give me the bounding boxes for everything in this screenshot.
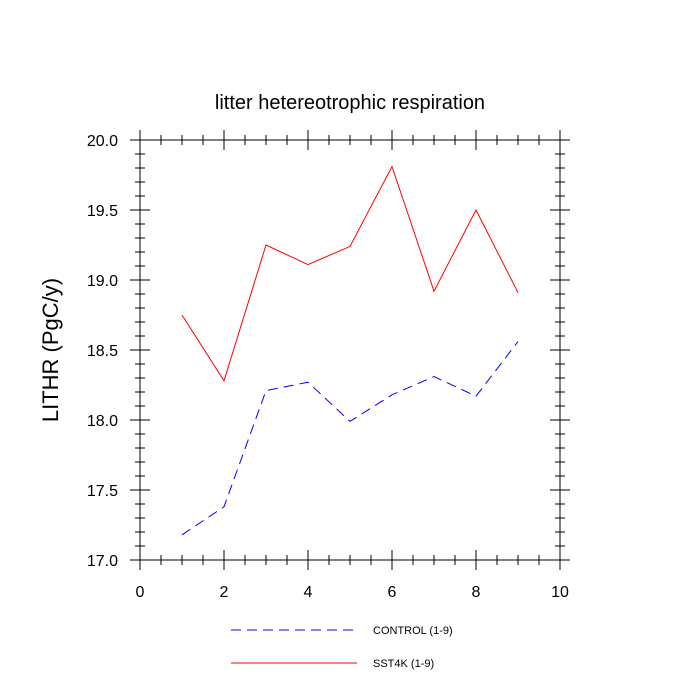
legend-label-2: SST4K (1-9): [373, 658, 434, 670]
y-tick-label: 18.0: [87, 413, 118, 430]
y-tick-label: 19.0: [87, 273, 118, 290]
y-tick-label: 18.5: [87, 343, 118, 360]
axis-ticks: [130, 130, 570, 570]
legend: CONTROL (1-9) SST4K (1-9): [231, 625, 453, 670]
y-tick-label: 20.0: [87, 133, 118, 150]
data-series: [181, 165, 519, 536]
series-line-2: [181, 165, 519, 382]
axis-tick-labels: 0 2 4 6 8 10 17.0 17.5 18.0 18.5 19.0 19.5 20.0: [87, 133, 569, 601]
y-axis-label: LITHR (PgC/y): [38, 278, 63, 422]
legend-label-1: CONTROL (1-9): [373, 625, 453, 637]
y-tick-label: 17.5: [87, 483, 118, 500]
y-tick-label: 17.0: [87, 553, 118, 570]
plot-frame: [139, 139, 561, 561]
y-tick-label: 19.5: [87, 203, 118, 220]
x-tick-label: 10: [551, 584, 569, 601]
chart-title: litter hetereotrophic respiration: [215, 92, 485, 114]
x-tick-label: 4: [304, 584, 313, 601]
x-tick-label: 6: [388, 584, 397, 601]
x-tick-label: 2: [220, 584, 229, 601]
x-tick-label: 0: [136, 584, 145, 601]
x-tick-label: 8: [472, 584, 481, 601]
series-line-1: [181, 341, 519, 536]
